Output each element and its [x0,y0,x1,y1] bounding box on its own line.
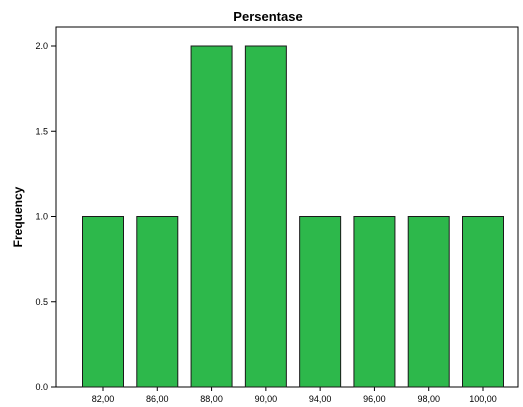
bar [353,216,396,388]
plot-frame [55,26,519,388]
x-tick-label: 98,00 [417,394,440,404]
bars-group [82,45,504,388]
x-tick-label: 96,00 [363,394,386,404]
y-tick-label: 0.5 [35,297,48,307]
y-tick-label: 0.0 [35,382,48,392]
bar [136,216,179,388]
chart-title: Persentase [233,9,302,24]
x-tick-label: 86,00 [146,394,169,404]
x-tick-label: 100,00 [469,394,497,404]
y-tick-label: 1.0 [35,212,48,222]
bar [299,216,342,388]
x-tick-label: 94,00 [309,394,332,404]
bar [462,216,504,388]
y-tick-label: 2.0 [35,41,48,51]
y-axis-label: Frequency [11,186,25,247]
bar [244,45,287,388]
x-axis: 82,00 86,00 88,00 90,00 94,00 96,00 98,00 100,0… [92,387,497,404]
bar [190,45,233,388]
bar [407,216,450,388]
x-tick-label: 82,00 [92,394,115,404]
bar [82,216,124,388]
x-tick-label: 88,00 [200,394,223,404]
x-tick-label: 90,00 [255,394,278,404]
y-axis: 0.0 0.5 1.0 1.5 2.0 [35,41,56,392]
y-tick-label: 1.5 [35,126,48,136]
